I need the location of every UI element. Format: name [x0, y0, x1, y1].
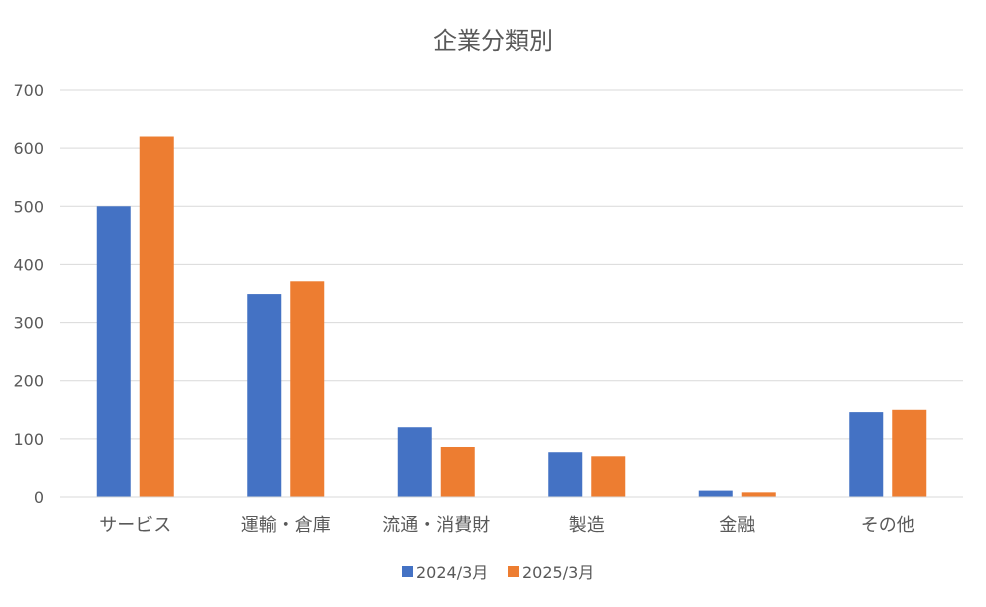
x-tick-label: 流通・消費財: [382, 515, 490, 536]
y-tick-label: 500: [13, 197, 44, 216]
legend: 2024/3月 2025/3月: [402, 563, 594, 582]
legend-swatch: [402, 566, 413, 577]
bar: [849, 412, 884, 497]
y-tick-label: 100: [13, 430, 44, 449]
x-tick-label: その他: [861, 515, 915, 536]
chart-title: 企業分類別: [433, 27, 553, 55]
bar: [698, 490, 733, 497]
x-axis-labels: サービス 運輸・倉庫 流通・消費財 製造 金融 その他: [99, 515, 915, 536]
bar: [892, 409, 927, 497]
x-tick-label: 製造: [569, 515, 605, 536]
y-axis-ticks: 0 100 200 300 400 500 600 700: [13, 81, 44, 507]
y-tick-label: 600: [13, 139, 44, 158]
x-tick-label: サービス: [99, 515, 171, 536]
bar: [290, 281, 325, 497]
bar: [139, 136, 174, 497]
y-tick-label: 300: [13, 314, 44, 333]
x-tick-label: 金融: [719, 515, 755, 536]
legend-label: 2024/3月: [416, 563, 488, 582]
bar: [741, 492, 776, 497]
y-tick-label: 0: [34, 488, 44, 507]
bar: [96, 206, 131, 498]
bar: [548, 452, 583, 497]
bars: [96, 136, 927, 498]
gridlines: [60, 89, 963, 440]
y-tick-label: 400: [13, 255, 44, 274]
bar: [247, 294, 282, 497]
legend-label: 2025/3月: [522, 563, 594, 582]
legend-swatch: [508, 566, 519, 577]
x-tick-label: 運輸・倉庫: [241, 515, 331, 536]
bar: [440, 446, 475, 497]
y-tick-label: 700: [13, 81, 44, 100]
bar: [591, 456, 626, 497]
bar: [397, 427, 432, 497]
y-tick-label: 200: [13, 372, 44, 391]
